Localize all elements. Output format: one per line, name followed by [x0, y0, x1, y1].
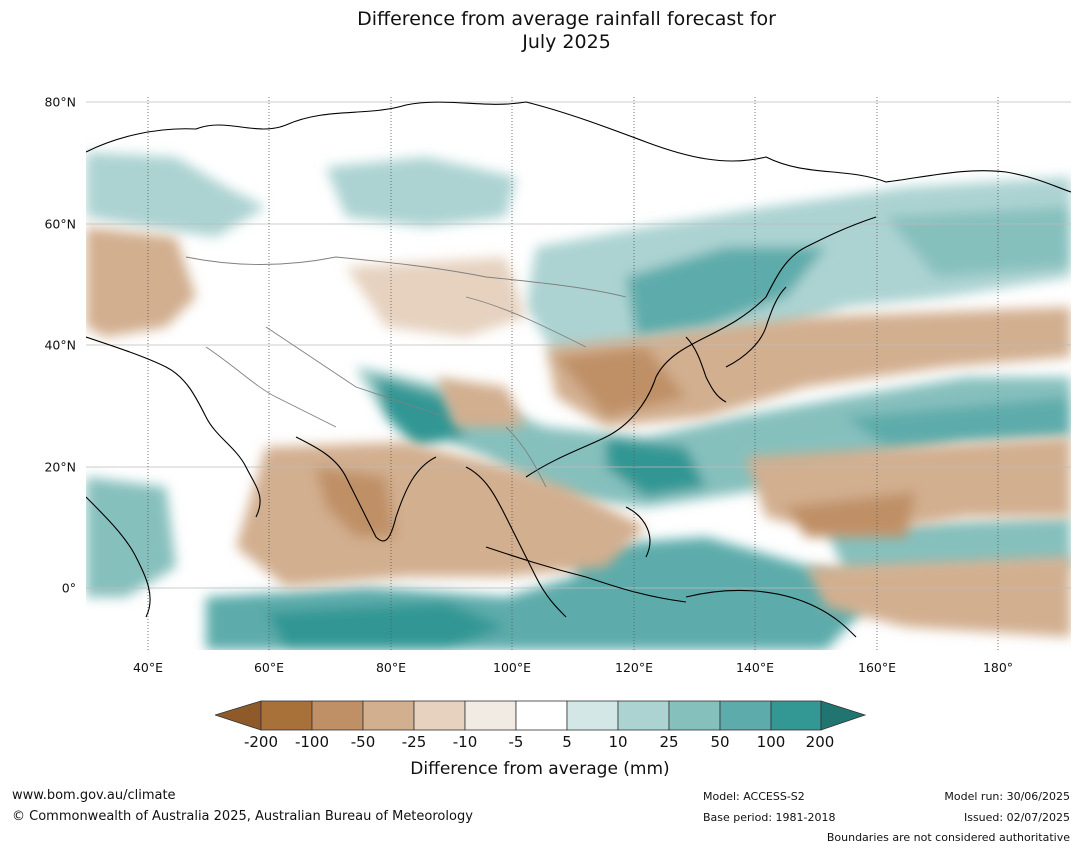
wet-anomaly-strong-indian-ocean: [266, 602, 506, 650]
lon-tick-180: 180°: [982, 660, 1014, 675]
colorbar-label: -10: [452, 733, 478, 751]
colorbar: [215, 700, 867, 731]
wet-anomaly-east-africa: [86, 477, 176, 597]
colorbar-bin-9: [668, 700, 721, 731]
wet-anomaly-maritime-continent: [566, 537, 846, 617]
map-panel[interactable]: [85, 97, 1072, 650]
border-myanmar: [505, 426, 547, 488]
model-name: Model: ACCESS-S2: [703, 790, 805, 803]
colorbar-bin-4: [413, 700, 466, 731]
colorbar-bin-6: [515, 700, 568, 731]
coastlines: [85, 101, 1072, 638]
arctic-coast: [85, 101, 1072, 193]
sumatra-java-coast: [485, 546, 687, 603]
africa-coast: [85, 496, 151, 618]
border-central-asia: [265, 326, 447, 418]
lat-tick-20n: 20°N: [44, 459, 76, 475]
lat-tick-40n: 40°N: [44, 337, 76, 353]
colorbar-title: Difference from average (mm): [410, 759, 670, 779]
lon-tick-160e: 160°E: [857, 660, 897, 675]
colorbar-bin-5: [464, 700, 517, 731]
dry-anomaly-europe: [86, 227, 196, 337]
lat-tick-0: 0°: [61, 580, 76, 596]
base-period: Base period: 1981-2018: [703, 811, 836, 824]
graticule: [86, 97, 1071, 650]
dry-anomaly-southwest-pacific: [806, 557, 1071, 637]
philippines-coast: [625, 506, 651, 558]
lon-tick-40e: 40°E: [132, 660, 164, 675]
country-borders: [185, 256, 627, 488]
wet-anomaly-siberia: [326, 157, 516, 227]
colorbar-label: 25: [659, 733, 679, 751]
issued-date: Issued: 02/07/2025: [963, 811, 1070, 824]
model-run-date: Model run: 30/06/2025: [944, 790, 1070, 803]
lon-tick-120e: 120°E: [614, 660, 654, 675]
wet-anomaly-himalaya: [376, 377, 466, 447]
lon-tick-100e: 100°E: [492, 660, 532, 675]
colorbar-bin-8: [617, 700, 670, 731]
indochina-coast: [465, 466, 567, 618]
title-line-1: Difference from average rainfall forecas…: [357, 8, 776, 30]
border-iran: [205, 346, 337, 428]
rainfall-anomaly-map: [85, 97, 1072, 650]
wet-anomaly-manchuria: [626, 247, 826, 337]
colorbar-bin-1: [260, 700, 313, 731]
title-line-2: July 2025: [522, 31, 611, 53]
border-russia-south: [185, 256, 627, 298]
dry-anomaly-bangladesh: [436, 377, 526, 427]
lon-tick-140e: 140°E: [735, 660, 775, 675]
colorbar-label: -200: [243, 733, 279, 751]
colorbar-label: -25: [401, 733, 427, 751]
colorbar-label: 5: [562, 733, 572, 751]
colorbar-label: -5: [508, 733, 524, 751]
colorbar-bin-11: [770, 700, 822, 731]
lon-tick-60e: 60°E: [253, 660, 285, 675]
korea-coast: [685, 336, 727, 403]
border-mongolia: [465, 296, 587, 348]
wet-anomaly-west-russia: [86, 152, 266, 237]
colorbar-label: 200: [805, 733, 835, 751]
china-coast: [525, 216, 877, 478]
colorbar-label: -50: [350, 733, 376, 751]
dry-anomaly-yangtze: [556, 347, 686, 417]
colorbar-bin-2: [311, 700, 364, 731]
colorbar-bin-3: [362, 700, 415, 731]
middle-east-coast: [85, 336, 261, 518]
wet-anomaly-west-pacific: [846, 397, 1071, 447]
colorbar-label: 100: [756, 733, 786, 751]
wet-anomaly-kamchatka: [886, 207, 1071, 277]
colorbar-bin-7: [566, 700, 619, 731]
lat-tick-60n: 60°N: [44, 216, 76, 232]
colorbar-extend-high: [820, 700, 867, 731]
copyright-notice: © Commonwealth of Australia 2025, Austra…: [12, 809, 473, 824]
colorbar-extend-low: [215, 700, 262, 731]
lon-tick-80e: 80°E: [375, 660, 407, 675]
colorbar-label: 50: [710, 733, 730, 751]
chart-title: Difference from average rainfall forecas…: [0, 8, 1081, 54]
lat-tick-80n: 80°N: [44, 94, 76, 110]
india-coast: [295, 436, 437, 542]
colorbar-bin-10: [719, 700, 772, 731]
japan-coast: [725, 286, 787, 368]
dry-anomaly-philippine-sea: [786, 492, 916, 537]
colorbar-label: 10: [608, 733, 628, 751]
new-guinea-coast: [685, 589, 857, 638]
dry-anomaly-western-india: [316, 467, 396, 537]
colorbar-label: -100: [294, 733, 330, 751]
boundaries-disclaimer: Boundaries are not considered authoritat…: [826, 831, 1070, 844]
website-link[interactable]: www.bom.gov.au/climate: [12, 788, 176, 803]
